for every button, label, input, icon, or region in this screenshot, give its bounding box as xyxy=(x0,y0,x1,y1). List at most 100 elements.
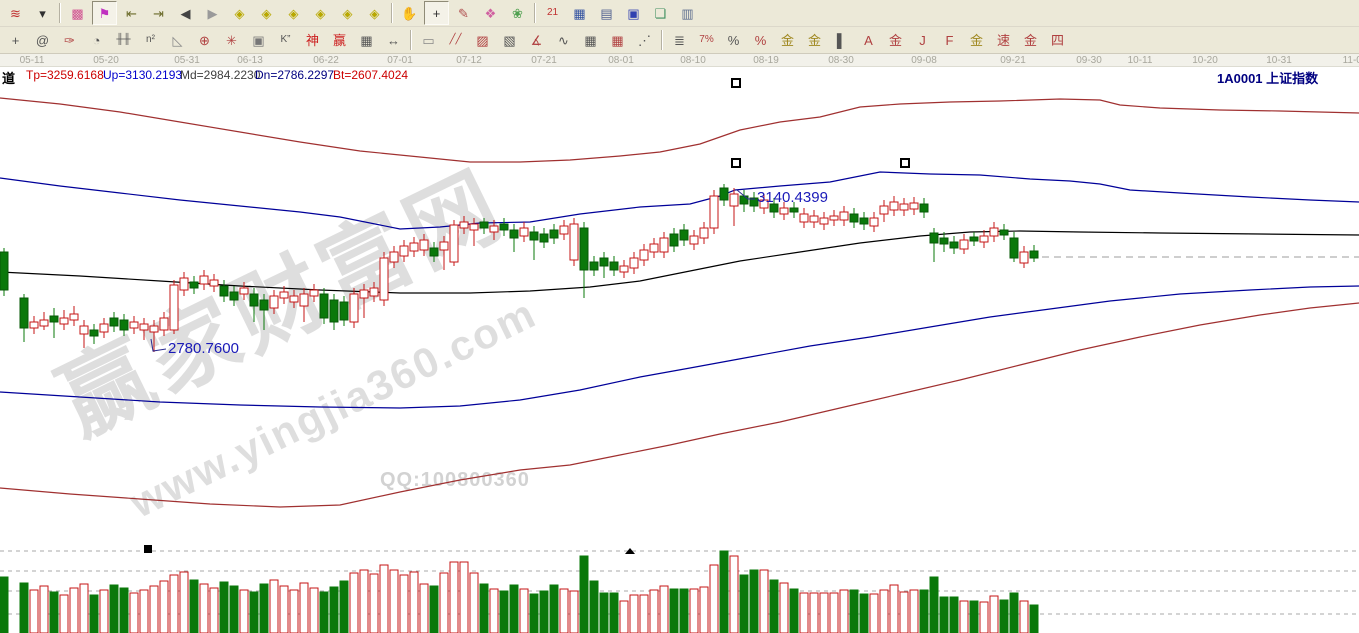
segment-tool-icon[interactable]: + xyxy=(3,28,28,52)
annotate-pen-icon[interactable]: ✎ xyxy=(451,1,476,25)
gold-circle-icon[interactable]: 金 xyxy=(775,28,800,52)
su-lines-icon[interactable]: 速 xyxy=(991,28,1016,52)
wave-a-icon[interactable]: A xyxy=(856,28,881,52)
zoom-compress-h-icon[interactable]: ◈ xyxy=(308,1,333,25)
set-square-icon-glyph: ◺ xyxy=(172,32,183,48)
seven-percent-icon[interactable]: 7% xyxy=(694,28,719,52)
goto-first-icon-glyph: ⇤ xyxy=(126,5,137,21)
gold-angle-icon[interactable]: 金 xyxy=(964,28,989,52)
date-axis-label: 05-20 xyxy=(93,55,119,66)
spiral-tool-icon[interactable]: @ xyxy=(30,28,55,52)
quill-pen-icon[interactable]: ✑ xyxy=(57,28,82,52)
export-image-icon-glyph: ❏ xyxy=(654,5,667,21)
crosshair-icon[interactable]: + xyxy=(424,1,449,25)
gold-cross-icon[interactable]: 金 xyxy=(1018,28,1043,52)
date-axis-label: 06-13 xyxy=(237,55,263,66)
save-icon[interactable]: ▣ xyxy=(621,1,646,25)
grid-dense-icon-glyph: ▦ xyxy=(584,32,597,48)
zigzag-icon[interactable]: ∿ xyxy=(551,28,576,52)
gold-red-icon[interactable]: 金 xyxy=(883,28,908,52)
goto-first-icon[interactable]: ⇤ xyxy=(119,1,144,25)
rect-select-icon-glyph: ▭ xyxy=(422,32,435,48)
gann-fan-icon[interactable]: ╱╱ xyxy=(443,28,468,52)
zoom-compress-all-icon-glyph: ◈ xyxy=(342,5,353,21)
rect-select-icon[interactable]: ▭ xyxy=(416,28,441,52)
f-angle-icon[interactable]: F xyxy=(937,28,962,52)
calendar-icon-glyph: 21 xyxy=(546,7,559,18)
fibonacci-n2-icon[interactable]: n² xyxy=(138,28,163,52)
target-circle-icon-glyph: ⊕ xyxy=(199,32,210,48)
hatch-red-icon[interactable]: ▨ xyxy=(470,28,495,52)
bar-pen-icon-glyph: ▌ xyxy=(836,32,847,48)
kline-chart-icon[interactable]: ≋ xyxy=(3,1,28,25)
date-axis-label: 09-21 xyxy=(1000,55,1026,66)
zoom-shrink-left-icon[interactable]: ◈ xyxy=(227,1,252,25)
cycle-circle-icon-glyph: ◔ xyxy=(92,32,101,48)
j-angle-icon[interactable]: J xyxy=(910,28,935,52)
grid-red-icon[interactable]: ▦ xyxy=(605,28,630,52)
zoom-compress-all-icon[interactable]: ◈ xyxy=(335,1,360,25)
f-angle-icon-glyph: F xyxy=(945,32,954,48)
percent-icon-glyph: % xyxy=(727,32,740,48)
stock-pick-icon[interactable]: ▩ xyxy=(65,1,90,25)
wave-a-icon-glyph: A xyxy=(864,32,873,48)
zoom-expand-all-icon[interactable]: ◈ xyxy=(362,1,387,25)
gold-lines-icon[interactable]: 金 xyxy=(802,28,827,52)
calendar-icon[interactable]: 21 xyxy=(540,1,565,25)
shen-tool-icon[interactable]: 神 xyxy=(300,28,325,52)
percent-icon[interactable]: % xyxy=(721,28,746,52)
calculator-icon[interactable]: ▦ xyxy=(567,1,592,25)
indicator-flag-icon-glyph: ⚑ xyxy=(98,5,111,21)
si-lines-icon[interactable]: 四 xyxy=(1045,28,1070,52)
tool-green-icon[interactable]: ❀ xyxy=(505,1,530,25)
volume-bars-icon[interactable]: ≣ xyxy=(667,28,692,52)
angle-arrow-icon[interactable]: ∡ xyxy=(524,28,549,52)
square-target-icon[interactable]: ▣ xyxy=(246,28,271,52)
export-image-icon[interactable]: ❏ xyxy=(648,1,673,25)
bar-pen-icon[interactable]: ▌ xyxy=(829,28,854,52)
target-circle-icon[interactable]: ⊕ xyxy=(192,28,217,52)
pan-hand-icon[interactable]: ✋ xyxy=(397,1,422,25)
date-axis-label: 08-30 xyxy=(828,55,854,66)
target-star-icon-glyph: ✳ xyxy=(226,32,237,48)
prev-bar-icon[interactable]: ◀ xyxy=(173,1,198,25)
zoom-expand-h-icon[interactable]: ◈ xyxy=(281,1,306,25)
pan-hand-icon-glyph: ✋ xyxy=(401,5,418,21)
si-lines-icon-glyph: 四 xyxy=(1050,32,1064,48)
tool-pink-icon-glyph: ❖ xyxy=(484,5,497,21)
date-axis: 05-11 05-20 05-31 06-13 06-22 07-01 07-12 07-21… xyxy=(0,54,1359,67)
annotate-pen-icon-glyph: ✎ xyxy=(458,5,469,21)
notepad-icon[interactable]: ▤ xyxy=(594,1,619,25)
hatch-red-icon-glyph: ▨ xyxy=(476,32,489,48)
zoom-shrink-right-icon[interactable]: ◈ xyxy=(254,1,279,25)
goto-last-icon[interactable]: ⇥ xyxy=(146,1,171,25)
print-icon[interactable]: ▥ xyxy=(675,1,700,25)
next-bar-icon-glyph: ▶ xyxy=(207,5,218,21)
calculator-icon-glyph: ▦ xyxy=(573,5,586,21)
next-bar-icon[interactable]: ▶ xyxy=(200,1,225,25)
toolbar-separator xyxy=(59,3,61,23)
period-select[interactable]: ▾ xyxy=(30,1,55,25)
ruler-comb-icon[interactable]: ╫╫ xyxy=(111,28,136,52)
set-square-icon[interactable]: ◺ xyxy=(165,28,190,52)
grid-table-icon[interactable]: ▦ xyxy=(354,28,379,52)
percent-line-icon[interactable]: % xyxy=(748,28,773,52)
period-select-glyph: ▾ xyxy=(39,5,46,21)
k-lines-icon[interactable]: K” xyxy=(273,28,298,52)
target-star-icon[interactable]: ✳ xyxy=(219,28,244,52)
indicator-name-fragment: 道 xyxy=(2,71,16,86)
grid-dense-icon[interactable]: ▦ xyxy=(578,28,603,52)
ruler-comb-icon-glyph: ╫╫ xyxy=(116,34,131,45)
indicator-flag-icon[interactable]: ⚑ xyxy=(92,1,117,25)
width-arrows-icon[interactable]: ↔ xyxy=(381,28,406,52)
cycle-circle-icon[interactable]: ◔ xyxy=(84,28,109,52)
parallel-lines-icon[interactable]: ⋰ xyxy=(632,28,657,52)
gold-cross-icon-glyph: 金 xyxy=(1023,32,1037,48)
toolbar-main: ≋ ▾ ▩ ⚑ ⇤ ⇥ ◀ ▶ ◈ ◈ ◈ ◈ ◈ ◈ ✋ + ✎ ❖ ❀ 21 ▦ ▤ ▣ ❏ ▥ xyxy=(0,0,1359,27)
date-axis-label: 08-01 xyxy=(608,55,634,66)
ying-tool-icon[interactable]: 赢 xyxy=(327,28,352,52)
gold-angle-icon-glyph: 金 xyxy=(969,32,983,48)
tool-pink-icon[interactable]: ❖ xyxy=(478,1,503,25)
hatch-dark-icon[interactable]: ▧ xyxy=(497,28,522,52)
